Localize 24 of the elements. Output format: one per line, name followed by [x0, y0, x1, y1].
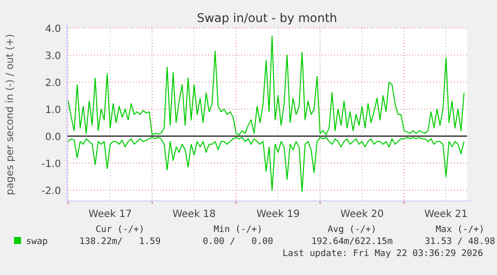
y-tick-label: 0.0: [45, 132, 61, 144]
y-tick-label: 2.0: [45, 78, 61, 90]
x-tick-label: Week 21: [424, 209, 468, 220]
y-tick-label: 4.0: [45, 24, 61, 35]
x-tick-label: Week 18: [172, 209, 216, 220]
chart-title: Swap in/out - by month: [196, 11, 338, 25]
y-tick-label: 3.0: [45, 51, 61, 62]
y-tick-label: -1.0: [41, 159, 61, 170]
text: 0.00 / 0.00: [202, 237, 274, 247]
text: Min (-/+): [214, 225, 262, 235]
text: Cur (-/+): [96, 225, 144, 235]
text: 138.22m/ 1.59: [79, 237, 161, 247]
y-tick-label: 1.0: [45, 105, 61, 116]
x-tick-label: Week 17: [88, 209, 132, 220]
x-tick-label: Week 20: [340, 209, 384, 220]
y-axis-title: pages per second in (-) / out (+): [5, 34, 16, 196]
x-tick-label: Week 19: [256, 209, 300, 220]
text: Avg (-/+): [328, 225, 376, 235]
legend-label: swap: [26, 237, 48, 247]
text: 31.53 / 48.98: [424, 237, 496, 247]
text: Max (-/+): [436, 225, 484, 235]
text: Last update: Fri May 22 03:36:29 2026: [282, 249, 483, 259]
text: 192.64m/622.15m: [311, 237, 393, 247]
y-tick-label: -2.0: [41, 186, 61, 198]
